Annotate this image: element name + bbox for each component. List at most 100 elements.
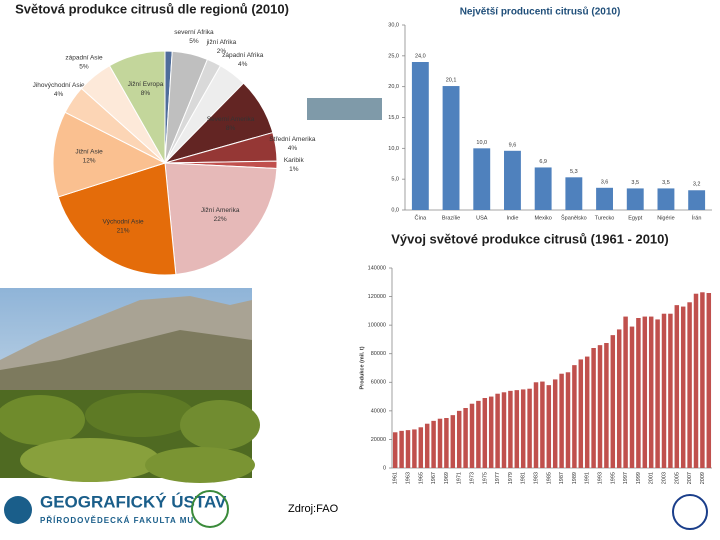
bar [488, 396, 494, 468]
bar [534, 167, 552, 210]
bar [623, 316, 628, 468]
chart-title: Světová produkce citrusů dle regionů (20… [15, 1, 289, 16]
x-tick-label: 2009 [700, 472, 706, 484]
x-tick-label: 1983 [533, 472, 539, 484]
x-tick-label: 1961 [393, 472, 399, 484]
slice-value: 4% [54, 91, 64, 98]
slice-value: 4% [238, 61, 248, 68]
bar [546, 385, 552, 468]
y-tick-label: 60000 [371, 380, 386, 386]
bar [495, 393, 500, 468]
slice-label: Jihovýchodní Asie [33, 82, 85, 89]
x-tick-label: 1991 [585, 472, 591, 484]
bar [473, 148, 491, 210]
bar [442, 86, 460, 210]
slice-label: Střední Amerika [269, 136, 316, 143]
bar [572, 365, 577, 468]
value-label: 3,2 [693, 182, 701, 188]
logo-subtitle: PŘÍRODOVĚDECKÁ FAKULTA MU [40, 516, 194, 525]
bar [392, 432, 398, 468]
slice-value: 8% [226, 125, 236, 132]
bar [412, 429, 417, 468]
y-tick-label: 120000 [368, 294, 386, 300]
bar [688, 190, 706, 210]
bar [596, 187, 613, 210]
bar [680, 306, 686, 468]
slice-label: Karibik [284, 157, 305, 164]
bar [437, 418, 443, 468]
x-tick-label: Egypt [628, 215, 643, 221]
x-tick-label: Turecko [595, 215, 615, 221]
y-tick-label: 5,0 [391, 177, 399, 183]
slice-label: Jižní Evropa [128, 81, 164, 88]
x-tick-label: 1997 [623, 472, 629, 484]
bar [687, 302, 692, 468]
slice-label: severní Afrika [174, 29, 214, 36]
x-tick-label: 1999 [636, 472, 642, 484]
x-tick-label: Indie [506, 215, 518, 221]
bar [469, 403, 475, 468]
slice-value: 21% [117, 227, 130, 234]
bar [655, 319, 660, 468]
x-tick-label: 2007 [687, 472, 693, 484]
bar [636, 318, 641, 468]
bar [431, 420, 436, 468]
bar [482, 398, 488, 468]
logo-title: GEOGRAFICKÝ ÚSTAV [40, 492, 227, 511]
x-tick-label: 1975 [482, 472, 488, 484]
chart-title: Vývoj světové produkce citrusů (1961 - 2… [391, 231, 668, 246]
bar [668, 313, 673, 468]
x-tick-label: 1963 [405, 472, 411, 484]
y-tick-label: 80000 [371, 351, 386, 357]
value-label: 3,5 [662, 180, 670, 186]
bar [559, 373, 564, 468]
x-tick-label: 2005 [674, 472, 680, 484]
bar [565, 177, 583, 210]
x-tick-label: 1979 [508, 472, 514, 484]
x-tick-label: 2003 [661, 472, 667, 484]
bar [693, 293, 699, 468]
arrow-box [307, 98, 382, 120]
bar [597, 345, 603, 468]
y-tick-label: 0,0 [391, 207, 399, 213]
y-tick-label: 40000 [371, 408, 386, 414]
y-tick-label: 0 [383, 465, 386, 471]
photo [0, 288, 260, 483]
slice-label: Východní Asie [102, 218, 144, 225]
x-tick-label: 1977 [495, 472, 501, 484]
source: Zdroj:FAO [288, 503, 339, 515]
bar [504, 150, 521, 210]
bar [584, 356, 590, 468]
x-tick-label: 1967 [431, 472, 437, 484]
bar [399, 430, 404, 468]
x-tick-label: 1981 [521, 472, 527, 484]
value-label: 9,6 [509, 142, 517, 148]
bar [591, 348, 596, 468]
bar [578, 359, 584, 468]
bar [456, 410, 462, 468]
y-tick-label: 20,0 [388, 84, 399, 90]
slice-label: západní Asie [65, 55, 103, 62]
y-tick-label: 25,0 [388, 53, 399, 59]
value-label: 20,1 [446, 78, 457, 84]
bar [610, 335, 616, 468]
bar [700, 292, 705, 468]
y-tick-label: 20000 [371, 437, 386, 443]
bar [508, 390, 513, 468]
x-tick-label: Nigérie [657, 215, 674, 221]
x-tick-label: Čína [415, 214, 428, 221]
slice-value: 5% [189, 38, 199, 45]
pie-slice [57, 162, 177, 276]
bar [661, 313, 667, 468]
slice-value: 12% [83, 158, 96, 165]
x-tick-label: 2001 [649, 472, 655, 484]
slice-label: Severní Amerika [207, 116, 255, 123]
pie-slice [108, 50, 166, 165]
bar [463, 408, 468, 468]
bar [540, 381, 545, 468]
value-label: 5,3 [570, 169, 578, 175]
slice-label: západní Afrika [222, 52, 264, 59]
bar [418, 427, 424, 468]
bar [444, 418, 449, 468]
